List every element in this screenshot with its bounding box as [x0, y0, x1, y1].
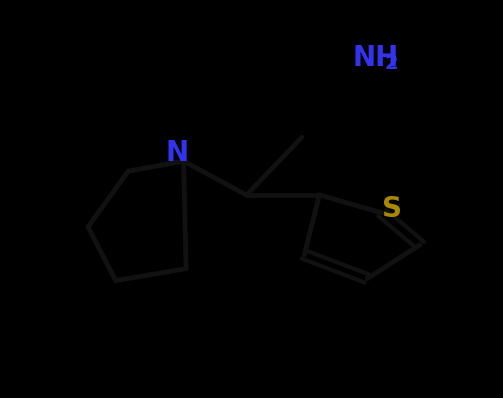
Text: S: S — [382, 195, 402, 223]
Text: N: N — [166, 139, 189, 167]
Text: NH: NH — [352, 44, 398, 72]
Text: 2: 2 — [385, 54, 398, 73]
